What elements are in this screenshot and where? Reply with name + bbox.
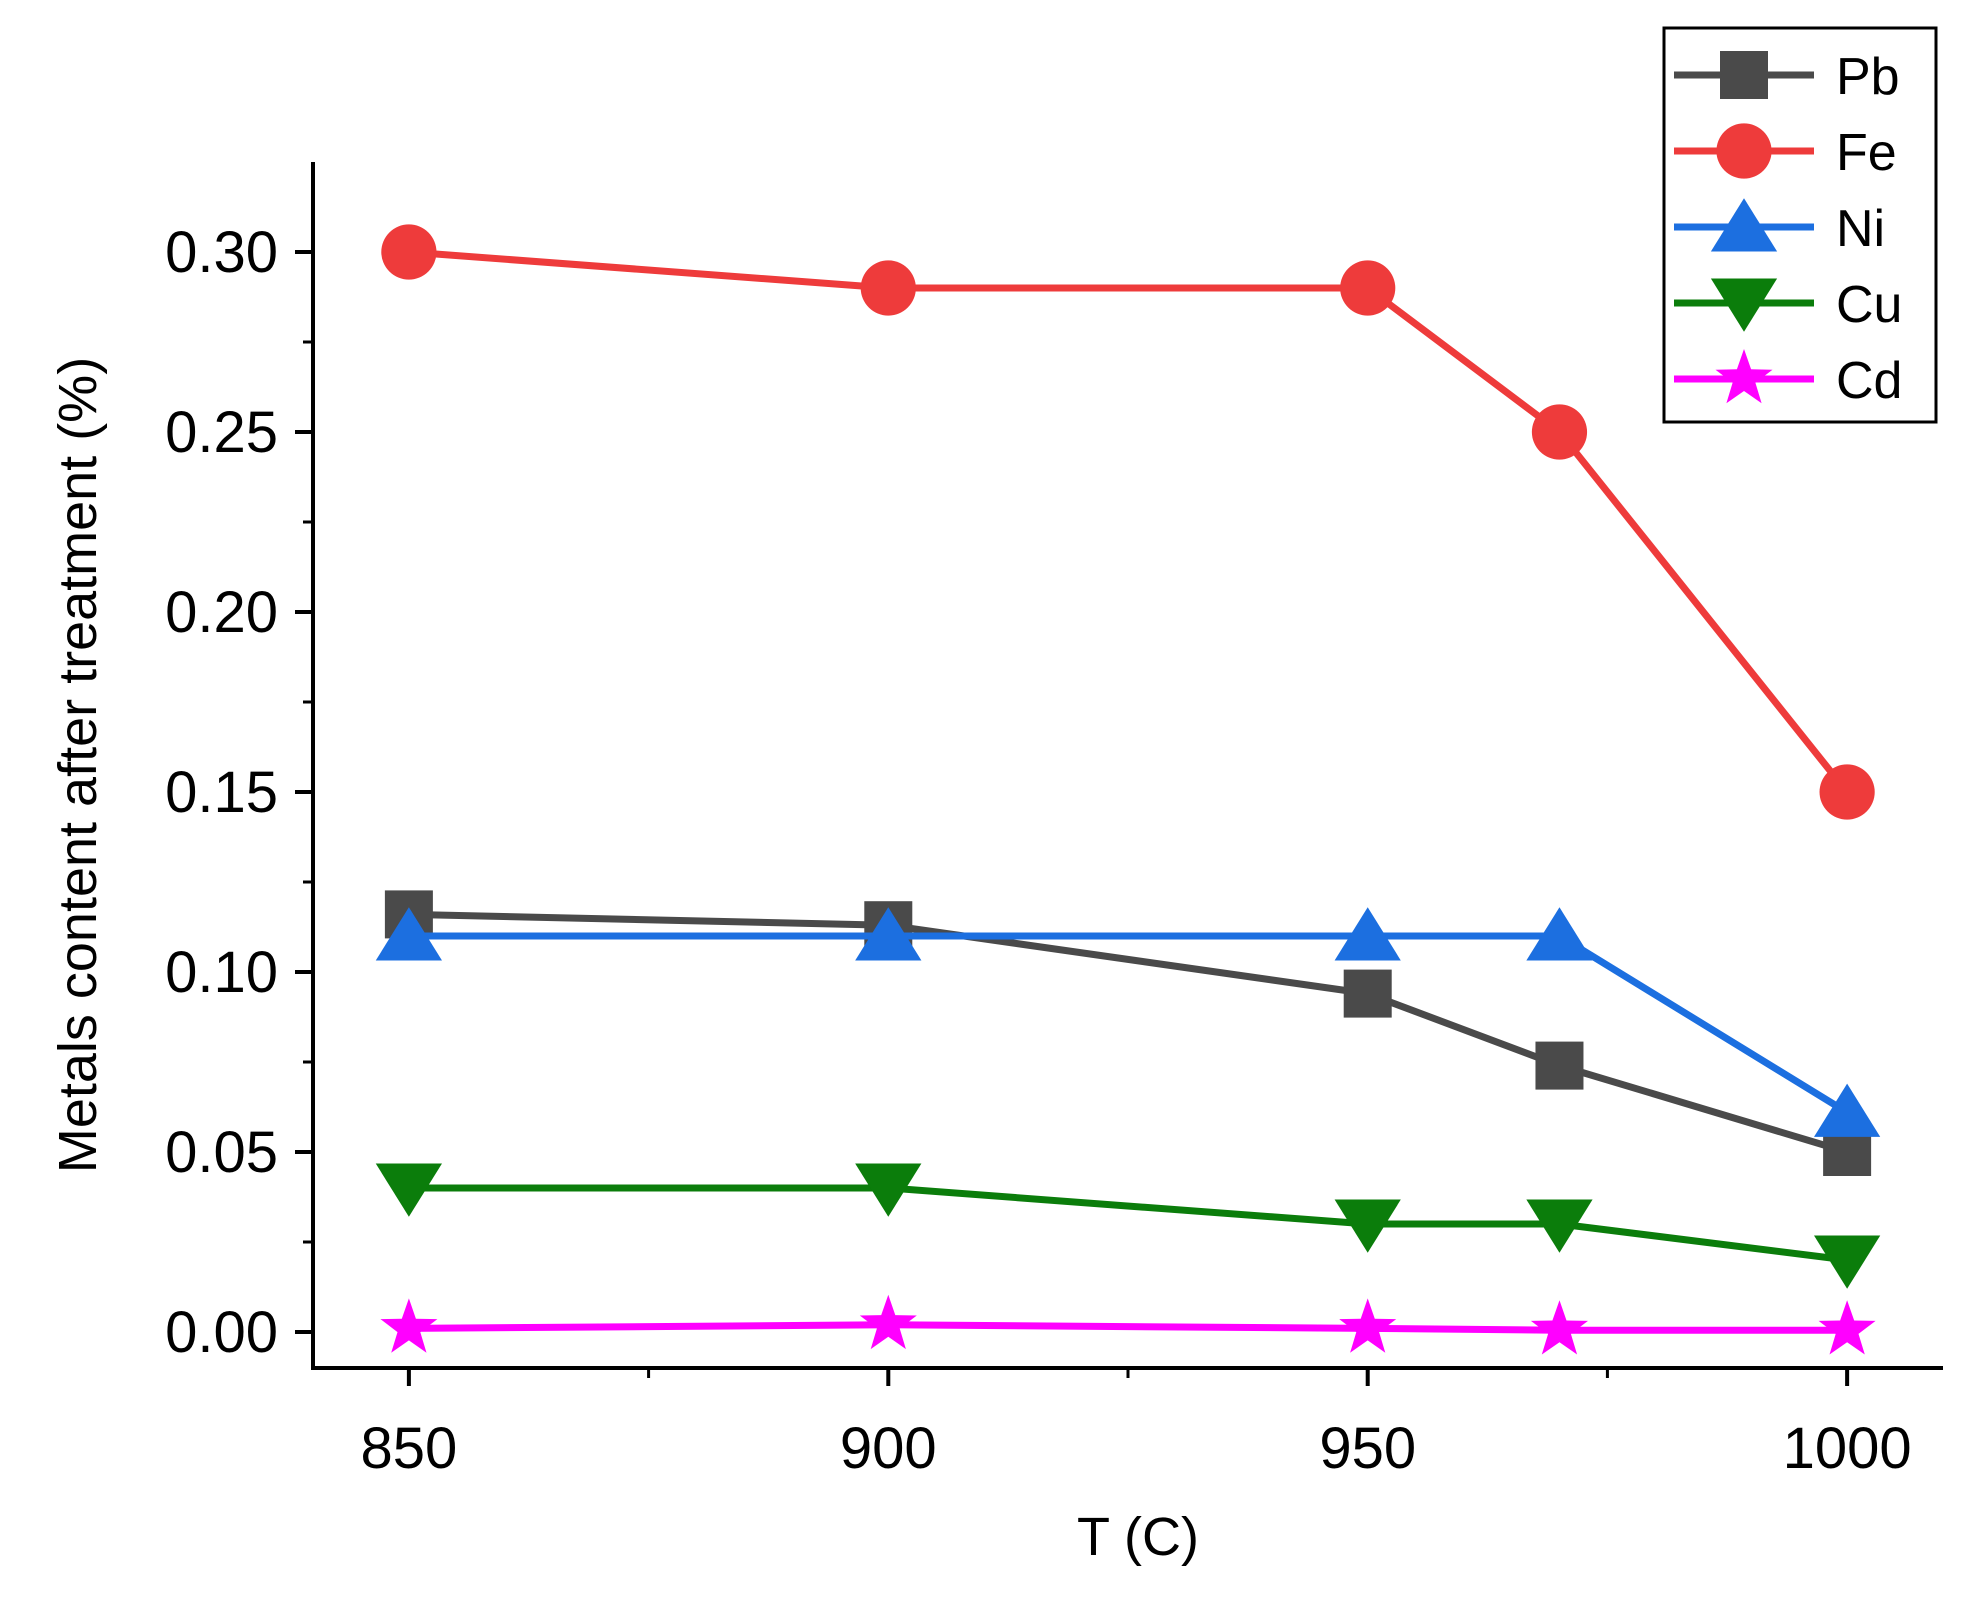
cd-line: [408, 1321, 1848, 1334]
series-layer: [375, 224, 1881, 1355]
series-cd: [380, 1294, 1876, 1355]
fe-point: [860, 260, 916, 316]
y-tick-label: 0.30: [165, 220, 278, 285]
pb-line: [408, 910, 1849, 1156]
legend-pb-label: Pb: [1836, 48, 1900, 106]
legend-item-fe: Fe: [1674, 123, 1897, 182]
legend-fe-marker: [1716, 123, 1772, 179]
ni-point: [855, 907, 922, 961]
legend-cd-marker: [1715, 349, 1773, 404]
ni-point: [1526, 907, 1593, 961]
series-ni: [375, 907, 1881, 1137]
x-axis-title: T (C): [1077, 1507, 1199, 1567]
y-tick-label: 0.05: [165, 1120, 278, 1185]
cu-point: [1813, 1235, 1881, 1289]
legend-ni-label: Ni: [1836, 200, 1885, 258]
legend-fe-label: Fe: [1836, 124, 1897, 182]
cd-point: [1818, 1300, 1876, 1355]
legend-pb-marker: [1720, 51, 1768, 99]
x-tick-label: 900: [840, 1416, 937, 1481]
fe-point: [381, 224, 437, 280]
fe-point: [1340, 260, 1396, 316]
cu-line: [408, 1184, 1848, 1264]
fe-line: [408, 248, 1850, 795]
cd-point: [859, 1294, 917, 1350]
y-tick-label: 0.00: [165, 1300, 278, 1365]
legend-item-cd: Cd: [1674, 349, 1902, 410]
x-tick-label: 850: [360, 1416, 457, 1481]
legend: Pb Fe Ni Cu Cd: [1662, 26, 1938, 424]
axes: 0.00 0.05 0.10 0.15 0.20 0.25 0.30 850 900 950 100…: [165, 162, 1943, 1481]
y-tick-label: 0.10: [165, 940, 278, 1005]
x-tick-label: 950: [1319, 1416, 1416, 1481]
legend-cu-marker: [1710, 278, 1778, 332]
y-tick-label: 0.20: [165, 580, 278, 645]
ni-point: [375, 907, 443, 961]
cd-point: [1339, 1298, 1397, 1353]
legend-ni-marker: [1710, 198, 1778, 252]
legend-cu-label: Cu: [1836, 276, 1902, 334]
x-tick-label: 1000: [1783, 1416, 1912, 1481]
ni-point: [1334, 907, 1401, 961]
legend-item-ni: Ni: [1674, 198, 1885, 258]
y-tick-label: 0.25: [165, 400, 278, 465]
fe-point: [1819, 764, 1875, 820]
legend-item-pb: Pb: [1674, 48, 1900, 106]
fe-point: [1531, 404, 1588, 460]
pb-point: [1535, 1041, 1584, 1090]
y-tick-label: 0.15: [165, 760, 278, 825]
cu-point: [855, 1163, 922, 1217]
series-fe: [381, 224, 1875, 820]
legend-item-cu: Cu: [1674, 276, 1902, 334]
series-cu: [375, 1163, 1881, 1289]
y-axis-title: Metals content after treatment (%): [48, 357, 108, 1173]
cu-point: [375, 1163, 443, 1217]
cu-point: [1526, 1199, 1593, 1253]
ni-point: [1813, 1083, 1881, 1137]
pb-point: [1343, 969, 1392, 1018]
legend-cd-label: Cd: [1836, 352, 1902, 410]
cd-point: [1530, 1300, 1588, 1355]
cd-point: [380, 1298, 438, 1353]
cu-point: [1334, 1199, 1401, 1253]
